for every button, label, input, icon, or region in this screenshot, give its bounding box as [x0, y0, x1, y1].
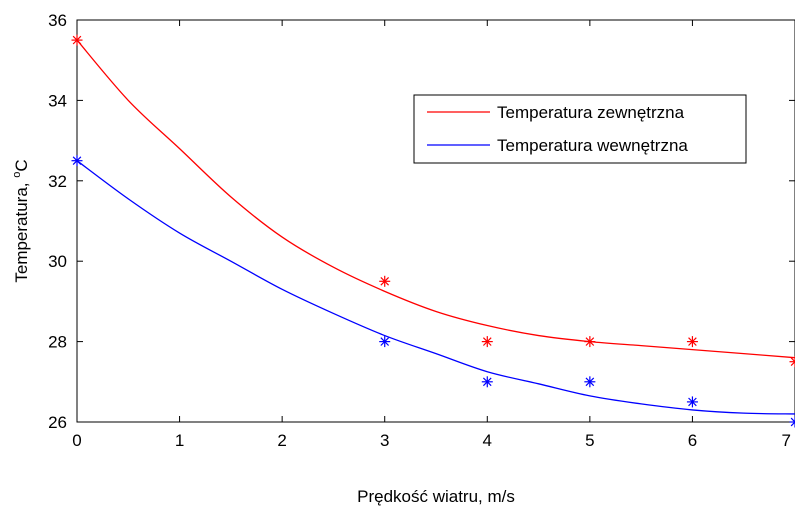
- x-tick-label: 2: [277, 431, 286, 450]
- x-tick-label: 3: [380, 431, 389, 450]
- x-tick-label: 5: [585, 431, 594, 450]
- x-tick-label: 1: [175, 431, 184, 450]
- data-point-marker: [789, 356, 795, 368]
- y-tick-label: 34: [48, 91, 67, 110]
- y-tick-label: 30: [48, 252, 67, 271]
- legend-box: [413, 94, 747, 164]
- data-point-marker: [584, 336, 596, 348]
- x-tick-label: 6: [688, 431, 697, 450]
- y-axis-label-degree: o: [11, 172, 23, 178]
- data-point-marker: [379, 275, 391, 287]
- series-1: [71, 155, 795, 428]
- x-tick-label: 4: [483, 431, 492, 450]
- data-point-marker: [789, 416, 795, 428]
- plot-area: [76, 19, 795, 423]
- y-tick-label: 36: [48, 11, 67, 30]
- y-axis-label: Temperatura, oC: [11, 159, 31, 282]
- y-tick-label: 28: [48, 333, 67, 352]
- data-point-marker: [481, 376, 493, 388]
- legend-label-outdoor: Temperatura zewnętrzna: [497, 103, 685, 122]
- legend-label-indoor: Temperatura wewnętrzna: [497, 136, 688, 155]
- data-point-marker: [481, 336, 493, 348]
- x-axis-label: Prędkość wiatru, m/s: [357, 487, 515, 506]
- data-point-marker: [71, 155, 83, 167]
- legend: Temperatura zewnętrzna Temperatura wewnę…: [413, 94, 747, 164]
- series-layer: [71, 34, 795, 428]
- y-tick-label: 26: [48, 413, 67, 432]
- x-tick-label: 0: [72, 431, 81, 450]
- data-point-marker: [686, 396, 698, 408]
- data-point-marker: [686, 336, 698, 348]
- plot-frame: [76, 19, 795, 423]
- data-point-marker: [379, 336, 391, 348]
- data-point-marker: [584, 376, 596, 388]
- y-axis-label-unit: C: [12, 159, 31, 171]
- series-line: [76, 160, 795, 415]
- y-tick-label: 32: [48, 172, 67, 191]
- data-point-marker: [71, 34, 83, 46]
- y-axis-label-main: Temperatura,: [12, 178, 31, 283]
- series-line: [76, 39, 795, 359]
- x-tick-label: 7: [782, 431, 791, 450]
- series-0: [71, 34, 795, 368]
